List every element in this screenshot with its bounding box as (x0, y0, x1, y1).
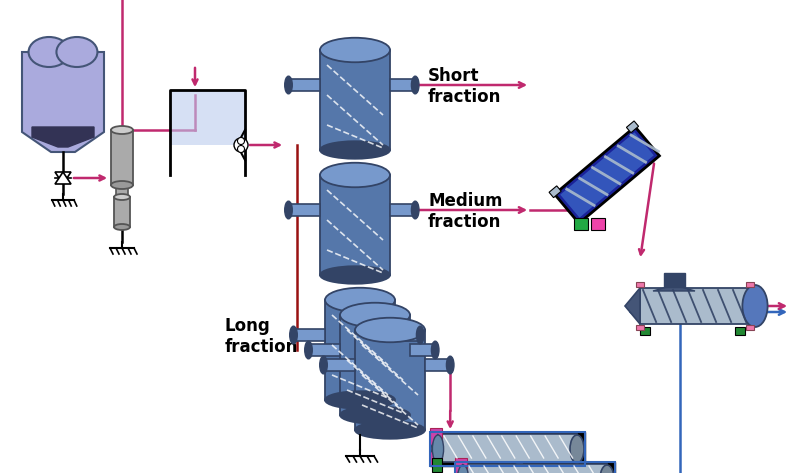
Ellipse shape (325, 391, 395, 409)
Bar (463, 464, 607, 473)
Ellipse shape (417, 326, 424, 344)
Bar (591, 219, 605, 230)
Bar (294, 329, 325, 342)
Bar (395, 329, 420, 342)
Ellipse shape (570, 435, 584, 463)
Bar (320, 50, 390, 150)
Ellipse shape (325, 288, 395, 312)
Polygon shape (549, 186, 562, 198)
Circle shape (238, 138, 245, 144)
Ellipse shape (446, 356, 454, 374)
Bar (309, 344, 340, 356)
Ellipse shape (285, 201, 292, 219)
Bar (111, 130, 133, 185)
Ellipse shape (458, 465, 469, 473)
Bar (432, 458, 442, 472)
Ellipse shape (290, 326, 298, 344)
Ellipse shape (320, 163, 390, 187)
Ellipse shape (111, 181, 133, 189)
Bar (410, 344, 435, 356)
Bar (430, 432, 585, 466)
Polygon shape (55, 172, 71, 184)
Ellipse shape (320, 266, 390, 284)
Ellipse shape (285, 76, 292, 94)
Polygon shape (170, 90, 245, 145)
Text: Long
fraction: Long fraction (225, 317, 298, 356)
Bar (640, 288, 750, 324)
Ellipse shape (411, 76, 419, 94)
Bar (390, 204, 415, 216)
Bar (746, 325, 754, 330)
Ellipse shape (114, 224, 130, 230)
Text: Short
fraction: Short fraction (428, 67, 502, 106)
Bar (438, 434, 577, 462)
Bar (574, 219, 588, 230)
Bar (430, 432, 585, 466)
Bar (340, 315, 410, 415)
Bar (116, 185, 128, 197)
Bar (636, 282, 644, 287)
Ellipse shape (320, 356, 327, 374)
Bar (289, 204, 320, 216)
Ellipse shape (114, 194, 130, 200)
Bar (636, 325, 644, 330)
Bar (289, 79, 320, 91)
Circle shape (234, 138, 248, 152)
Bar (664, 273, 685, 287)
Bar (455, 462, 615, 473)
Ellipse shape (320, 38, 390, 62)
Ellipse shape (355, 421, 425, 439)
Ellipse shape (432, 435, 443, 463)
Bar (323, 359, 355, 371)
Polygon shape (560, 132, 654, 218)
Bar (325, 300, 395, 400)
Polygon shape (554, 127, 659, 223)
Polygon shape (430, 434, 438, 460)
Ellipse shape (411, 201, 419, 219)
Bar (455, 458, 467, 473)
Polygon shape (625, 288, 640, 324)
Polygon shape (32, 127, 94, 147)
Bar (114, 197, 130, 227)
Ellipse shape (355, 318, 425, 342)
Polygon shape (626, 121, 638, 133)
Ellipse shape (111, 126, 133, 134)
Bar (746, 282, 754, 287)
Ellipse shape (305, 341, 312, 359)
Ellipse shape (29, 37, 70, 67)
Ellipse shape (742, 285, 768, 327)
Ellipse shape (57, 37, 98, 67)
Bar (455, 462, 615, 473)
Ellipse shape (600, 465, 614, 473)
Bar (355, 330, 425, 430)
Bar (735, 327, 745, 335)
Text: Medium
fraction: Medium fraction (428, 192, 502, 231)
Bar (390, 79, 415, 91)
Polygon shape (653, 285, 695, 291)
Bar (430, 428, 442, 466)
Circle shape (238, 146, 245, 152)
Ellipse shape (320, 141, 390, 159)
Bar (425, 359, 450, 371)
Ellipse shape (340, 303, 410, 327)
Polygon shape (22, 52, 104, 152)
Polygon shape (455, 464, 463, 473)
Polygon shape (55, 172, 71, 184)
Ellipse shape (431, 341, 439, 359)
Bar (640, 327, 650, 335)
Ellipse shape (340, 406, 410, 424)
Bar (320, 175, 390, 275)
